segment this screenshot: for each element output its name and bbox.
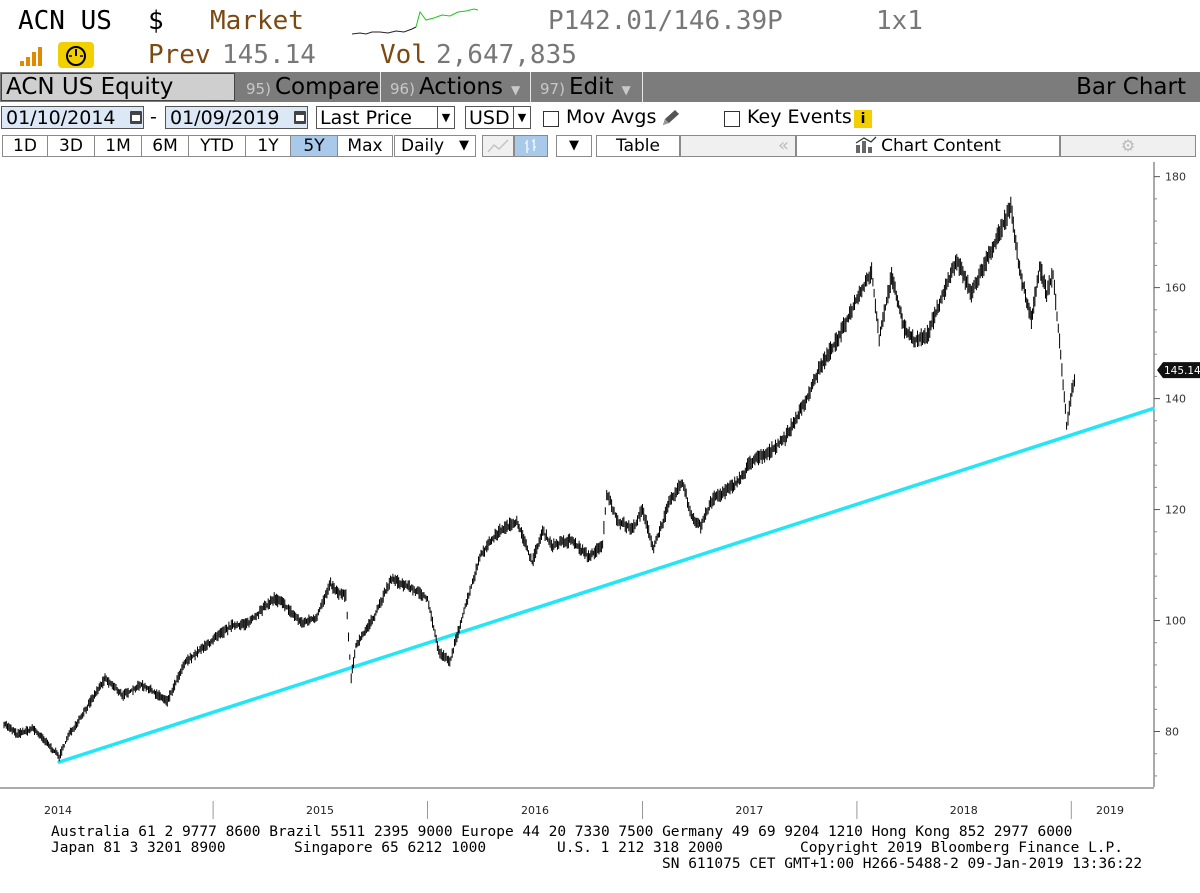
y-tick-label: 120 — [1165, 504, 1186, 517]
frequency-value: Daily — [401, 136, 445, 156]
security-name: ACN US Equity — [6, 74, 174, 100]
chart-content-label: Chart Content — [881, 136, 1001, 156]
x-tick-label: 2014 — [44, 804, 72, 817]
x-tick-label: 2016 — [521, 804, 549, 817]
x-tick-label: 2017 — [735, 804, 763, 817]
date-separator: - — [150, 106, 157, 128]
period-1y[interactable]: 1Y — [245, 135, 291, 157]
y-tick-label: 80 — [1165, 726, 1179, 739]
info-icon[interactable]: i — [854, 110, 872, 128]
settings-bar: 01/10/2014 - 01/09/2019 Last Price ▼ USD… — [0, 103, 1200, 132]
signal-icon — [20, 47, 42, 66]
footer-session: SN 611075 CET GMT+1:00 H266-5488-2 09-Ja… — [662, 856, 1143, 872]
security-field[interactable]: ACN US Equity — [1, 73, 235, 101]
prev-label: Prev — [148, 40, 211, 70]
chevron-down-icon[interactable]: ▼ — [437, 107, 454, 128]
key-events-checkbox[interactable] — [724, 111, 740, 127]
footer-us: U.S. 1 212 318 2000 — [557, 840, 723, 856]
compare-number: 95) — [246, 80, 271, 98]
calendar-icon[interactable] — [130, 111, 142, 124]
compare-label: Compare — [274, 74, 380, 100]
last-price-label: 145.14 — [1164, 365, 1200, 377]
line-chart-icon[interactable] — [482, 135, 514, 157]
chart-content-icon — [855, 136, 877, 153]
end-date: 01/09/2019 — [170, 107, 280, 129]
chevron-down-icon[interactable]: ▼ — [513, 107, 530, 128]
divider — [642, 72, 643, 102]
field-select[interactable]: Last Price ▼ — [316, 106, 455, 129]
period-max[interactable]: Max — [337, 135, 393, 157]
price-chart[interactable]: 80 100 120 140 160 180 2014 2015 2016 2017 2018 201… — [0, 160, 1200, 820]
chevron-down-icon: ▼ — [459, 138, 469, 153]
end-date-field[interactable]: 01/09/2019 — [165, 106, 308, 129]
bid-ask: P142.01/146.39P — [548, 6, 783, 36]
start-date-field[interactable]: 01/10/2014 — [1, 106, 144, 129]
y-tick-label: 140 — [1165, 393, 1186, 406]
period-6m[interactable]: 6M — [141, 135, 189, 157]
chevron-down-icon: ▼ — [621, 83, 631, 97]
mov-avgs-checkbox[interactable] — [543, 111, 559, 127]
last-price-tag — [1157, 362, 1200, 379]
chart-name: Bar Chart — [1076, 74, 1186, 100]
divider — [530, 72, 531, 102]
ticker: ACN US — [18, 6, 112, 36]
trendline — [57, 406, 1155, 764]
bar-chart-icon[interactable] — [514, 135, 548, 157]
pencil-icon[interactable] — [660, 109, 680, 127]
y-tick-label: 160 — [1165, 282, 1186, 295]
period-3d[interactable]: 3D — [47, 135, 95, 157]
x-tick-label: 2018 — [950, 804, 978, 817]
field-value: Last Price — [320, 107, 412, 129]
footer-singapore: Singapore 65 6212 1000 — [294, 840, 487, 856]
footer-contacts: Australia 61 2 9777 8600 Brazil 5511 239… — [51, 824, 1073, 840]
vol-label: Vol — [380, 40, 427, 70]
period-5y[interactable]: 5Y — [290, 135, 338, 157]
compare-button[interactable]: 95) Compare — [246, 72, 379, 102]
gauge-icon[interactable] — [58, 42, 94, 68]
toolbar: ACN US Equity 95) Compare 96) Actions ▼ 97)… — [0, 72, 1200, 102]
edit-button[interactable]: 97) Edit ▼ — [540, 72, 631, 102]
footer-japan: Japan 81 3 3201 8900 — [51, 840, 226, 856]
period-1d[interactable]: 1D — [2, 135, 48, 157]
sparkline — [352, 8, 479, 35]
chevron-down-icon: ▼ — [510, 83, 521, 97]
divider — [380, 72, 381, 102]
footer-copyright: Copyright 2019 Bloomberg Finance L.P. — [800, 840, 1124, 856]
actions-number: 96) — [390, 80, 415, 98]
size: 1x1 — [876, 6, 923, 36]
edit-label: Edit — [568, 74, 614, 100]
currency-symbol: $ — [148, 6, 164, 36]
chart-content-button[interactable]: Chart Content — [796, 135, 1060, 157]
period-ytd[interactable]: YTD — [188, 135, 246, 157]
table-button[interactable]: Table — [596, 135, 680, 157]
chevron-down-icon[interactable]: ▼ — [556, 135, 592, 157]
mov-avgs-label: Mov Avgs — [566, 106, 657, 128]
x-tick-label: 2019 — [1096, 804, 1124, 817]
actions-label: Actions — [418, 74, 503, 100]
price-series — [3, 196, 1075, 762]
y-tick-label: 180 — [1165, 171, 1186, 184]
period-bar: 1D 3D 1M 6M YTD 1Y 5Y Max Daily ▼ ▼ Tabl… — [0, 133, 1200, 159]
edit-number: 97) — [540, 80, 565, 98]
gear-icon[interactable]: ⚙ — [1060, 135, 1196, 157]
start-date: 01/10/2014 — [6, 107, 116, 129]
actions-button[interactable]: 96) Actions ▼ — [390, 72, 520, 102]
vol-value: 2,647,835 — [436, 40, 577, 70]
y-tick-label: 100 — [1165, 615, 1186, 628]
currency-value: USD — [469, 107, 510, 129]
frequency-select[interactable]: Daily ▼ — [394, 135, 476, 157]
period-1m[interactable]: 1M — [94, 135, 142, 157]
currency-select[interactable]: USD ▼ — [465, 106, 531, 129]
collapse-icon[interactable]: « — [680, 135, 796, 157]
x-tick-label: 2015 — [306, 804, 334, 817]
calendar-icon[interactable] — [294, 111, 306, 124]
market-label: Market — [210, 6, 304, 36]
key-events-label: Key Events — [747, 106, 852, 128]
prev-value: 145.14 — [222, 40, 316, 70]
